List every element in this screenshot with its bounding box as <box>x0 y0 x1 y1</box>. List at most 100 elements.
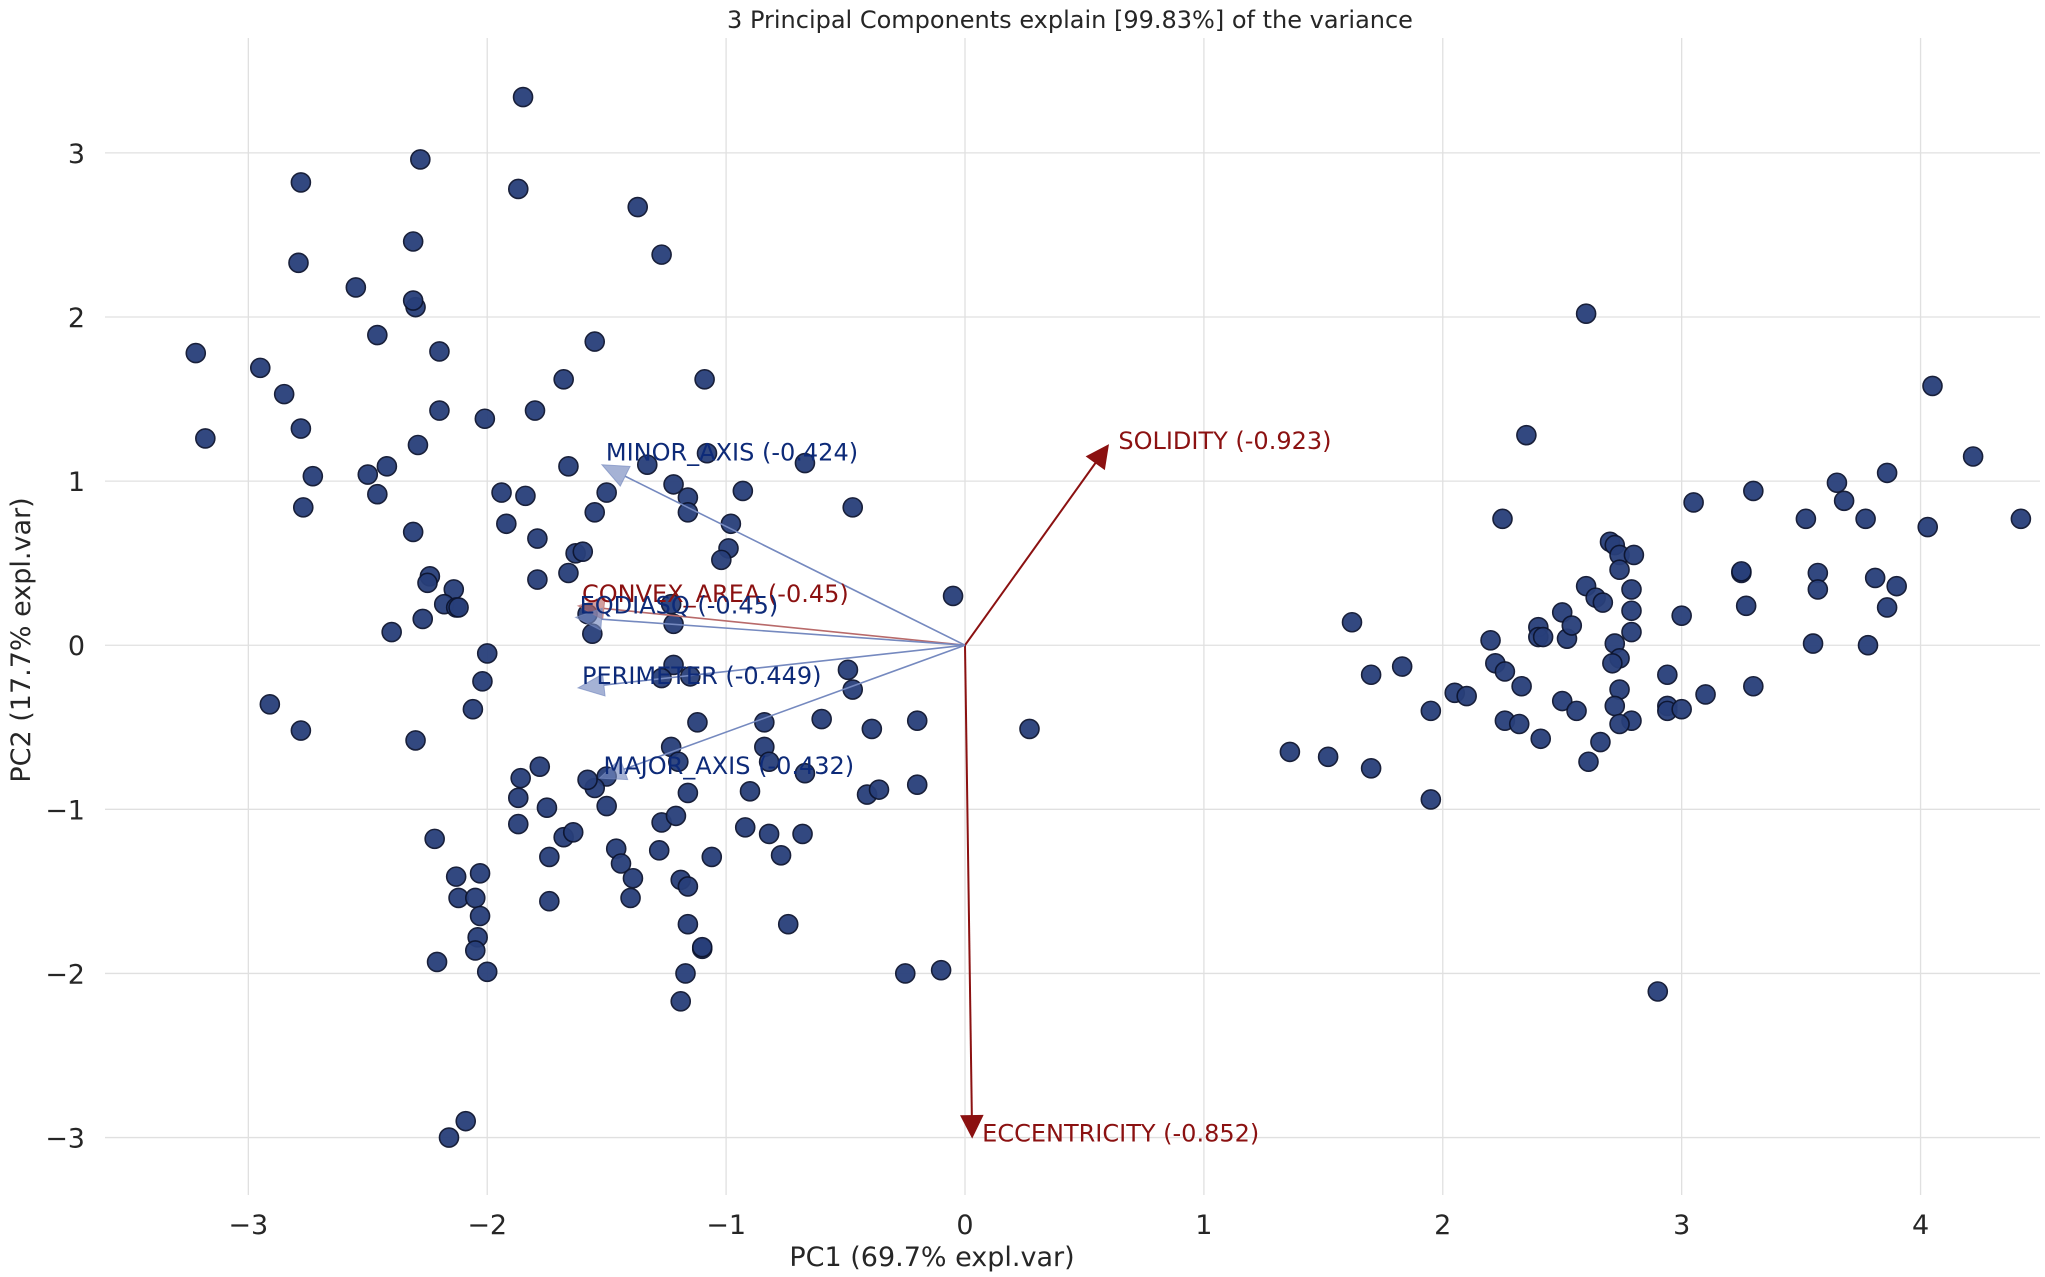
data-point <box>651 244 672 265</box>
data-point <box>1743 675 1764 697</box>
y-tick-label: 3 <box>68 139 85 170</box>
data-point <box>290 172 312 193</box>
data-point <box>491 482 512 503</box>
data-point <box>476 643 498 664</box>
data-point <box>1962 446 1984 467</box>
data-point <box>1795 508 1817 530</box>
data-point <box>1623 544 1645 566</box>
score-points <box>185 86 2032 1148</box>
loading-arrow-line <box>964 645 973 1116</box>
data-point <box>670 991 692 1012</box>
loading-label: SOLIDITY (-0.923) <box>1118 427 1331 455</box>
data-point <box>1516 424 1537 446</box>
data-point <box>1833 490 1855 512</box>
loading-label: EQDIASQ (-0.45) <box>580 591 779 619</box>
data-point <box>1590 731 1611 753</box>
data-point <box>259 694 281 715</box>
loading-label: PERIMETER (-0.449) <box>582 662 821 690</box>
data-point <box>1876 597 1898 618</box>
data-point <box>794 762 816 784</box>
data-point <box>1731 561 1752 582</box>
data-point <box>620 887 641 909</box>
data-point <box>734 817 756 838</box>
data-point <box>1807 579 1829 600</box>
data-point <box>1492 508 1513 530</box>
data-point <box>381 621 402 643</box>
data-point <box>2010 508 2032 530</box>
data-point <box>1575 303 1597 325</box>
data-point <box>1621 579 1642 600</box>
data-point <box>290 418 312 439</box>
loading-arrow-line <box>623 644 966 771</box>
data-point <box>577 769 598 791</box>
data-point <box>1922 375 1943 397</box>
data-point <box>622 867 644 889</box>
data-point <box>1561 615 1583 636</box>
data-point <box>842 497 864 518</box>
data-point <box>1609 559 1630 581</box>
data-point <box>510 767 531 789</box>
y-axis-ticks: −3 −2 −1 0 1 2 3 <box>45 139 85 1155</box>
data-point <box>663 654 684 676</box>
data-point <box>665 805 687 827</box>
data-point <box>1279 741 1301 763</box>
data-point <box>584 331 606 352</box>
x-tick-label: 3 <box>1673 1210 1690 1241</box>
y-tick-label: 2 <box>68 303 85 334</box>
loading-label: MAJOR_AXIS (-0.432) <box>604 752 855 780</box>
data-point <box>677 876 699 897</box>
data-point <box>1420 789 1442 810</box>
x-axis-label: PC1 (69.7% expl.var) <box>789 1242 1074 1273</box>
data-point <box>402 231 424 252</box>
data-point <box>648 840 670 861</box>
x-tick-label: 4 <box>1912 1210 1929 1241</box>
data-point <box>426 951 448 973</box>
data-point <box>402 521 424 543</box>
data-point <box>290 720 312 741</box>
data-point <box>1391 656 1413 677</box>
data-point <box>424 828 445 850</box>
data-point <box>1420 700 1442 722</box>
data-point <box>1657 664 1678 686</box>
data-point <box>792 823 813 845</box>
data-point <box>1876 462 1898 484</box>
data-point <box>1578 751 1599 773</box>
x-tick-label: −3 <box>228 1210 268 1241</box>
data-point <box>636 454 658 475</box>
data-point <box>527 528 548 549</box>
data-point <box>861 718 883 740</box>
data-point <box>1494 661 1516 682</box>
data-point <box>357 464 379 485</box>
data-point <box>584 501 606 523</box>
data-point <box>677 782 699 804</box>
data-point <box>302 465 324 487</box>
data-point <box>668 751 689 773</box>
data-point <box>758 823 780 845</box>
data-point <box>507 813 529 835</box>
data-point <box>1857 634 1879 656</box>
data-point <box>469 905 491 927</box>
data-point <box>562 822 584 843</box>
loading-arrow-line <box>601 618 966 647</box>
data-point <box>942 585 964 607</box>
data-point <box>539 846 560 868</box>
data-point <box>1532 626 1554 648</box>
loading-arrow-head <box>1085 444 1109 471</box>
data-point <box>553 369 574 390</box>
chart-title: 3 Principal Components explain [99.83%] … <box>727 6 1413 34</box>
data-point <box>367 483 388 505</box>
data-point <box>1917 516 1939 538</box>
data-point <box>529 756 551 777</box>
data-point <box>1695 684 1716 705</box>
data-point <box>496 513 517 535</box>
data-point <box>1621 621 1642 643</box>
data-point <box>696 442 718 464</box>
data-point <box>539 890 560 912</box>
data-point <box>407 434 429 456</box>
data-point <box>675 963 696 984</box>
data-point <box>1592 592 1614 613</box>
data-point <box>1864 567 1886 589</box>
loading-arrow-line <box>603 644 966 686</box>
data-point <box>1508 713 1530 735</box>
loading-arrow-head <box>574 607 603 631</box>
